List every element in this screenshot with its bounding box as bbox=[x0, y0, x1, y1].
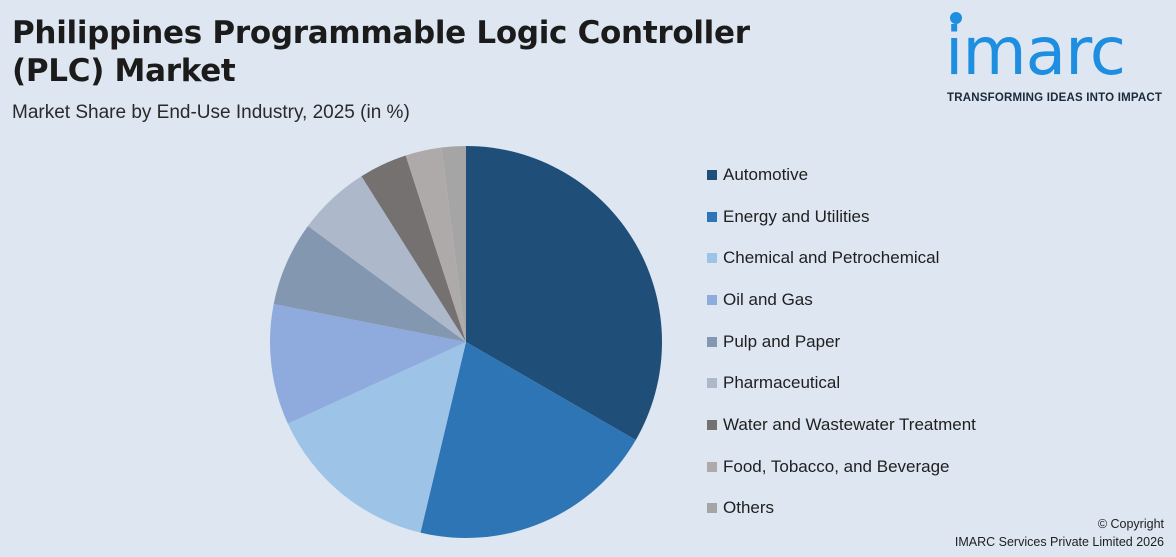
legend-item: Water and Wastewater Treatment bbox=[707, 404, 976, 446]
pie-slice-automotive bbox=[466, 146, 662, 440]
logo-tagline: TRANSFORMING IDEAS INTO IMPACT bbox=[947, 92, 1163, 104]
chart-subtitle: Market Share by End-Use Industry, 2025 (… bbox=[12, 102, 410, 123]
legend-item: Food, Tobacco, and Beverage bbox=[707, 446, 976, 488]
legend-item: Energy and Utilities bbox=[707, 196, 976, 238]
legend-label: Others bbox=[723, 498, 775, 518]
pie-slice-oil-and-gas bbox=[270, 303, 466, 424]
legend-swatch bbox=[707, 419, 717, 430]
legend-item: Chemical and Petrochemical bbox=[707, 237, 976, 279]
legend-label: Food, Tobacco, and Beverage bbox=[723, 456, 950, 476]
legend-label: Chemical and Petrochemical bbox=[723, 248, 940, 268]
chart-title: Philippines Programmable Logic Controlle… bbox=[12, 15, 750, 89]
legend-swatch bbox=[707, 294, 717, 305]
legend-label: Energy and Utilities bbox=[723, 206, 870, 226]
pie-slice-food-tobacco-and-beverage bbox=[405, 147, 466, 342]
legend-label: Water and Wastewater Treatment bbox=[723, 414, 976, 434]
legend-item: Pharmaceutical bbox=[707, 362, 976, 404]
pie-chart bbox=[270, 146, 662, 539]
pie-slice-pharmaceutical bbox=[307, 176, 466, 342]
pie-slice-energy-and-utilities bbox=[420, 342, 636, 539]
legend-label: Oil and Gas bbox=[723, 289, 813, 309]
legend-swatch bbox=[707, 169, 717, 180]
logo-wordmark: imarc bbox=[945, 13, 1126, 90]
legend-label: Pulp and Paper bbox=[723, 331, 841, 351]
copyright-line-1: © Copyright bbox=[1097, 517, 1164, 531]
chart-legend: Automotive Energy and Utilities Chemical a… bbox=[707, 154, 976, 529]
pie-slice-water-and-wastewater-treatment bbox=[361, 155, 466, 342]
logo-dot-icon bbox=[950, 12, 962, 24]
pie-slice-pulp-and-paper bbox=[273, 226, 466, 342]
legend-swatch bbox=[707, 211, 717, 222]
legend-label: Pharmaceutical bbox=[723, 373, 841, 393]
legend-label: Automotive bbox=[723, 164, 809, 184]
legend-item: Others bbox=[707, 488, 976, 530]
legend-swatch bbox=[707, 461, 717, 472]
imarc-logo: imarc TRANSFORMING IDEAS INTO IMPACT bbox=[945, 12, 1170, 112]
pie-slice-chemical-and-petrochemical bbox=[287, 342, 466, 533]
pie-slice-others bbox=[441, 146, 466, 342]
legend-item: Pulp and Paper bbox=[707, 321, 976, 363]
copyright-line-2: IMARC Services Private Limited 2026 bbox=[954, 535, 1164, 549]
legend-swatch bbox=[707, 253, 717, 264]
legend-item: Automotive bbox=[707, 154, 976, 196]
copyright-notice: © Copyright IMARC Services Private Limit… bbox=[955, 515, 1164, 551]
legend-swatch bbox=[707, 336, 717, 347]
legend-swatch bbox=[707, 503, 717, 514]
legend-swatch bbox=[707, 378, 717, 389]
legend-item: Oil and Gas bbox=[707, 279, 976, 321]
